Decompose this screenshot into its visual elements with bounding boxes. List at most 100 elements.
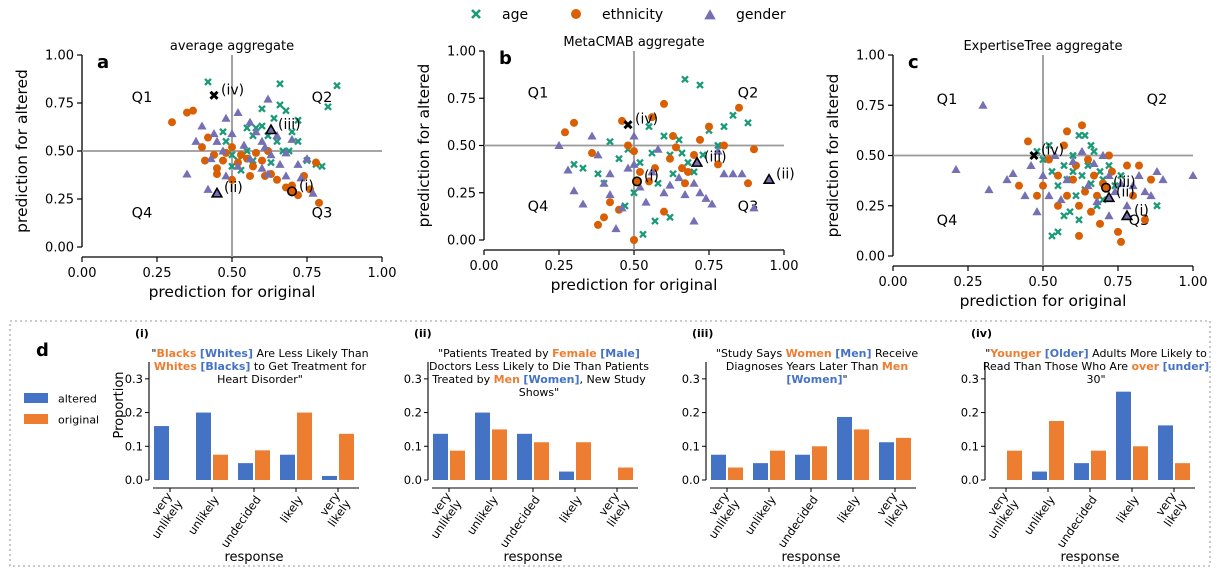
- point-gender: [1062, 175, 1072, 184]
- bar-panel-2: 0.0 0.1 0.2 0.3 veryunlikely unlikelyundecide…: [404, 327, 650, 565]
- point-ethnicity: [606, 198, 614, 207]
- point-age-stroke: [276, 101, 284, 109]
- bar-category-label: unlikely: [742, 493, 779, 537]
- bar-y-tick-label: 0.3: [682, 372, 700, 386]
- point-age-stroke: [294, 137, 302, 146]
- point-age: [1111, 181, 1119, 190]
- point-age: [1045, 141, 1053, 150]
- point-age-stroke: [636, 158, 644, 167]
- bar-panel-title-line: "Blacks [Whites] Are Less Likely Than: [151, 347, 368, 360]
- y-tick-label: 0.75: [45, 97, 74, 112]
- bar-category-line: unlikely: [185, 493, 222, 537]
- point-ethnicity: [618, 116, 626, 125]
- point-age: [270, 114, 278, 123]
- bar-category-label: undecided: [497, 493, 543, 550]
- y-axis-label: prediction for altered: [415, 64, 433, 228]
- highlight-marker: [1102, 191, 1116, 203]
- point-age: [1087, 141, 1095, 150]
- point-ethnicity: [678, 164, 686, 173]
- point-gender: [251, 127, 261, 136]
- point-age-stroke: [270, 114, 278, 123]
- point-gender: [1188, 171, 1198, 180]
- title-segment: Treated by: [431, 373, 493, 386]
- point-age: [666, 213, 674, 222]
- bar-altered: [879, 442, 894, 480]
- point-age: [243, 147, 251, 155]
- bar-y-tick-label: 0.1: [125, 439, 143, 453]
- point-age-stroke: [324, 103, 332, 111]
- bar-original: [1007, 450, 1022, 480]
- point-gender: [245, 154, 255, 163]
- point-ethnicity: [1090, 171, 1098, 180]
- point-age-stroke: [1075, 216, 1083, 224]
- bar-y-tick-label: 0.1: [961, 439, 979, 453]
- point-age-stroke: [276, 79, 284, 88]
- point-gender: [206, 154, 216, 163]
- bar-y-tick-label: 0.0: [125, 473, 143, 487]
- bar-category-line: unlikely: [1021, 493, 1058, 537]
- legend-label-original: original: [58, 414, 99, 427]
- point-age-stroke: [660, 132, 668, 140]
- title-segment: Shows": [519, 386, 559, 399]
- highlight-label: (iv): [221, 82, 244, 98]
- point-ethnicity: [1135, 161, 1143, 170]
- point-gender: [623, 163, 633, 172]
- point-age: [294, 137, 302, 146]
- title-segment: Are Less Likely Than: [253, 347, 369, 360]
- bar-category-label: veryunlikely: [138, 489, 186, 541]
- point-ethnicity: [1015, 181, 1023, 190]
- bar-x-axis-label: response: [224, 550, 283, 565]
- point-age-stroke: [1048, 167, 1056, 176]
- point-age-stroke: [1054, 181, 1062, 190]
- bar-original: [450, 450, 465, 480]
- bar-y-tick-label: 0.3: [961, 372, 979, 386]
- bar-panel-title-line: Treated by Men [Women], New Study: [431, 373, 646, 386]
- point-age: [228, 162, 236, 171]
- point-age: [645, 122, 653, 131]
- point-age: [1078, 171, 1086, 180]
- point-ethnicity: [1039, 181, 1047, 190]
- highlight-marker: [209, 90, 219, 100]
- point-age-stroke: [273, 137, 281, 146]
- legend-marker-age-stroke: [471, 9, 481, 19]
- legend-label-ethnicity: ethnicity: [602, 7, 663, 23]
- point-gender: [191, 136, 201, 145]
- point-age: [720, 122, 728, 131]
- bar-altered: [1074, 463, 1089, 480]
- point-age-stroke: [222, 137, 230, 146]
- point-age-stroke: [258, 104, 266, 113]
- x-tick-label: 1.00: [1179, 275, 1208, 290]
- bar-altered: [837, 416, 852, 480]
- point-gender: [272, 131, 282, 140]
- bar-original: [492, 429, 507, 480]
- point-age-stroke: [648, 149, 656, 157]
- bar-y-tick-label: 0.1: [682, 439, 700, 453]
- point-ethnicity: [690, 150, 698, 159]
- point-ethnicity: [672, 143, 680, 152]
- panel-letter: c: [908, 52, 919, 73]
- bar-category-label: verylikely: [314, 489, 353, 529]
- point-age-stroke: [639, 230, 647, 239]
- point-age: [1048, 232, 1056, 240]
- point-ethnicity: [213, 170, 221, 179]
- point-gender: [263, 94, 273, 103]
- point-gender: [257, 136, 267, 145]
- legend-swatch-altered: [24, 393, 48, 403]
- point-ethnicity: [1024, 137, 1032, 146]
- point-gender: [563, 165, 573, 174]
- point-gender: [674, 173, 684, 182]
- point-gender: [647, 167, 657, 176]
- point-age-stroke: [1069, 167, 1077, 176]
- highlight-marker: [1120, 209, 1134, 221]
- panel-letter: a: [97, 52, 109, 73]
- point-gender: [1104, 171, 1114, 180]
- bar-original: [728, 467, 743, 480]
- point-gender: [1140, 187, 1150, 196]
- title-segment: [Whites]: [200, 347, 253, 360]
- point-age-stroke: [696, 81, 704, 89]
- point-gender: [701, 193, 711, 202]
- title-segment: [Blacks]: [200, 360, 250, 373]
- quadrant-label-q2: Q2: [1147, 92, 1168, 108]
- title-segment: [Men]: [835, 347, 871, 360]
